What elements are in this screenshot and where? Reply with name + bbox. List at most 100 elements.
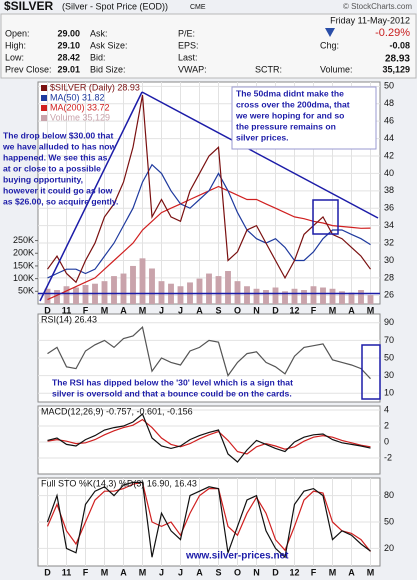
x-tick-label: M [101, 305, 109, 315]
y-tick-label: 4 [384, 404, 389, 414]
panels: 2628303234363840424446485050K100K150K200… [13, 81, 394, 578]
volume-bar [130, 265, 136, 304]
quote-value: 29.01 [57, 64, 80, 74]
volume-bar [177, 286, 184, 304]
panel-title: Full STO %K(14,3) %D(3) 16.90, 16.43 [41, 478, 197, 488]
series-line [47, 163, 371, 279]
y-tick-label: 90 [384, 317, 394, 327]
y-tick-label: 28 [384, 272, 394, 282]
annotation-text: the pressure remains on [236, 121, 336, 131]
volume-bar [253, 288, 260, 304]
last-price: 28.93 [385, 54, 410, 65]
quote-value: 28.42 [57, 52, 80, 62]
volume-bar [82, 284, 89, 304]
volume-bar [158, 281, 165, 304]
legend-swatch [41, 85, 47, 91]
volume-bar [73, 287, 79, 304]
x-tick-label: M [367, 567, 375, 577]
x-tick-label: J [159, 305, 164, 315]
y-tick-label: 10 [384, 388, 394, 398]
volume-bar [310, 286, 317, 304]
y-tick-label: 50 [384, 352, 394, 362]
series-line [47, 326, 371, 380]
date: Friday 11-May-2012 [330, 15, 410, 25]
annotation-text: at or close to a possible [3, 163, 101, 173]
panel: 20 50 80 D 11 F M A M J J A S O N D 12 F M A M Full STO %K(14… [37, 477, 394, 577]
y-tick-label: 46 [384, 116, 394, 126]
quote-value: -0.08 [389, 40, 410, 50]
quote-label: VWAP: [178, 64, 207, 74]
change-pct: -0.29% [375, 27, 410, 39]
annotation-text: as $26.00, so acquire gently. [3, 196, 118, 206]
quote-value: 29.00 [57, 28, 80, 38]
quote-label: Ask: [90, 28, 108, 38]
series-line [46, 481, 371, 552]
trend-line [39, 91, 143, 302]
annotation-box [231, 86, 377, 150]
series-line [47, 413, 371, 463]
panel-title: MACD(12,26,9) -0.757, -0.601, -0.156 [41, 406, 193, 416]
x-tick-label: D [272, 305, 279, 315]
x-tick-label: J [178, 305, 183, 315]
quote-value: 35,129 [382, 64, 410, 74]
quote-label: Chg: [320, 40, 339, 50]
volume-bar [149, 268, 155, 304]
series-line [46, 481, 371, 559]
legend-label: $SILVER (Daily) 28.93 [50, 82, 140, 92]
quote-box [0, 13, 417, 79]
volume-bar [339, 291, 345, 304]
y-tick-label: 30 [384, 255, 394, 265]
annotation-text: buying opportunity, [3, 174, 83, 184]
series-line [47, 418, 371, 455]
quote-label: Prev Close: [5, 64, 52, 74]
x-tick-label: F [311, 567, 317, 577]
y-tick-label: 42 [384, 150, 394, 160]
volume-bar [215, 276, 222, 304]
quote-label: Ask Size: [90, 40, 128, 50]
x-tick-label: 12 [289, 567, 299, 577]
volume-bar [244, 286, 250, 304]
x-tick-label: S [215, 567, 221, 577]
x-tick-label: A [348, 567, 355, 577]
x-tick-label: A [348, 305, 355, 315]
quote-label: SCTR: [255, 64, 282, 74]
x-tick-label: F [311, 305, 317, 315]
volume-bar [272, 287, 279, 304]
symbol: $SILVER [4, 0, 53, 13]
y-tick-label: 30 [384, 370, 394, 380]
y-tick-label: 38 [384, 185, 394, 195]
volume-bar [196, 278, 203, 304]
x-tick-label: M [139, 305, 147, 315]
x-tick-label: F [83, 567, 89, 577]
y-tick-label: 26 [384, 290, 394, 300]
volume-bar [301, 290, 307, 304]
annotation-text: The drop below $30.00 that [3, 130, 113, 140]
x-tick-label: F [83, 305, 89, 315]
volume-bar [234, 281, 241, 304]
annotation-text: silver prices. [236, 132, 289, 142]
y-tick-label: 20 [384, 543, 394, 553]
x-tick-label: 11 [62, 567, 72, 577]
exchange: CME [190, 4, 206, 11]
quote-value: 29.10 [57, 40, 80, 50]
y2-tick-label: 100K [13, 273, 34, 283]
y2-tick-label: 150K [13, 260, 34, 270]
annotation-text: www.silver-prices.net [185, 551, 289, 562]
y-tick-label: 80 [384, 490, 394, 500]
volume-bar [44, 288, 51, 304]
y-tick-label: 34 [384, 220, 394, 230]
y-tick-label: 0 [384, 436, 389, 446]
annotation-text: however it could go as low [3, 185, 113, 195]
x-tick-label: D [272, 567, 279, 577]
trend-line [141, 91, 379, 219]
quote-label: Bid: [90, 52, 106, 62]
panel: 26 28 30 32 34 36 38 40 42 44 46 48 50 50K 100K 150K 200… [13, 81, 394, 316]
highlight-box [361, 344, 381, 400]
down-arrow [325, 28, 335, 37]
highlight-box [312, 199, 339, 235]
x-tick-label: M [367, 305, 375, 315]
quote-label: Open: [5, 28, 30, 38]
y-tick-label: 40 [384, 168, 394, 178]
y-tick-label: 32 [384, 237, 394, 247]
volume-bar [225, 271, 231, 304]
